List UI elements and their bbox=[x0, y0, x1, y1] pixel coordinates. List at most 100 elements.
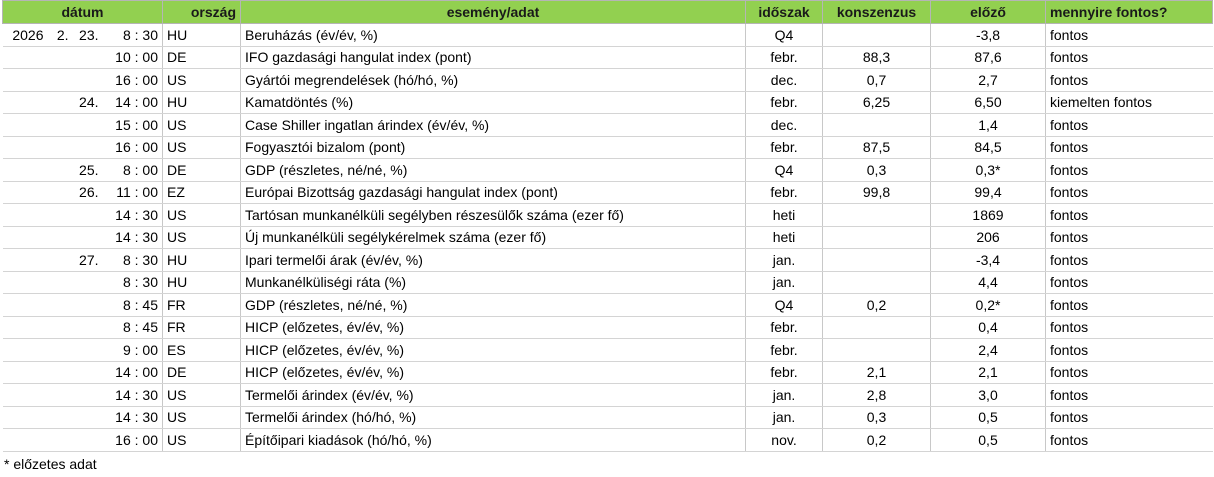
day-cell bbox=[72, 113, 103, 137]
event-cell: GDP (részletes, né/né, %) bbox=[240, 158, 746, 182]
day-cell bbox=[72, 383, 103, 407]
event-cell: Gyártói megrendelések (hó/hó, %) bbox=[240, 68, 746, 92]
consensus-cell bbox=[822, 338, 931, 362]
previous-cell: -3,8 bbox=[930, 23, 1046, 47]
year-cell bbox=[2, 338, 48, 362]
table-row: 14 : 30 US Termelői árindex (hó/hó, %) jan.… bbox=[2, 406, 1213, 429]
period-cell: febr. bbox=[745, 316, 823, 339]
consensus-cell bbox=[822, 113, 931, 137]
event-cell: Új munkanélküli segélykérelmek száma (ez… bbox=[240, 226, 746, 249]
importance-cell: fontos bbox=[1045, 203, 1213, 227]
table-row: 10 : 00 DE IFO gazdasági hangulat index (p… bbox=[2, 46, 1213, 69]
header-cell: előző bbox=[930, 0, 1046, 24]
consensus-cell bbox=[822, 226, 931, 249]
previous-cell: 1869 bbox=[930, 203, 1046, 227]
table-row: 16 : 00 US Fogyasztói bizalom (pont) febr. 8… bbox=[2, 136, 1213, 159]
month-cell bbox=[47, 203, 73, 227]
table-row: 24. 14 : 00 HU Kamatdöntés (%) febr. 6,25 6,50… bbox=[2, 91, 1213, 114]
event-cell: Beruházás (év/év, %) bbox=[240, 23, 746, 47]
year-cell bbox=[2, 271, 48, 294]
year-cell bbox=[2, 113, 48, 137]
period-cell: jan. bbox=[745, 271, 823, 294]
importance-cell: kiemelten fontos bbox=[1045, 91, 1213, 114]
previous-cell: 2,7 bbox=[930, 68, 1046, 92]
period-cell: febr. bbox=[745, 46, 823, 69]
previous-cell: 0,5 bbox=[930, 406, 1046, 429]
month-cell bbox=[47, 113, 73, 137]
previous-cell: 99,4 bbox=[930, 181, 1046, 204]
table-row: 15 : 00 US Case Shiller ingatlan árindex (… bbox=[2, 113, 1213, 137]
period-cell: febr. bbox=[745, 361, 823, 384]
time-cell: 8 : 45 bbox=[102, 293, 163, 317]
country-cell: DE bbox=[162, 46, 241, 69]
importance-cell: fontos bbox=[1045, 428, 1213, 452]
time-cell: 8 : 45 bbox=[102, 316, 163, 339]
day-cell: 25. bbox=[72, 158, 103, 182]
day-cell bbox=[72, 361, 103, 384]
month-cell bbox=[47, 338, 73, 362]
period-cell: jan. bbox=[745, 406, 823, 429]
consensus-cell: 2,1 bbox=[822, 361, 931, 384]
time-cell: 11 : 00 bbox=[102, 181, 163, 204]
month-cell bbox=[47, 68, 73, 92]
previous-cell: 6,50 bbox=[930, 91, 1046, 114]
month-cell bbox=[47, 383, 73, 407]
time-cell: 16 : 00 bbox=[102, 428, 163, 452]
event-cell: Munkanélküliségi ráta (%) bbox=[240, 271, 746, 294]
month-cell bbox=[47, 316, 73, 339]
year-cell bbox=[2, 68, 48, 92]
time-cell: 14 : 30 bbox=[102, 383, 163, 407]
day-cell: 27. bbox=[72, 248, 103, 272]
previous-cell: 0,3* bbox=[930, 158, 1046, 182]
previous-cell: 87,6 bbox=[930, 46, 1046, 69]
day-cell bbox=[72, 428, 103, 452]
importance-cell: fontos bbox=[1045, 293, 1213, 317]
country-cell: HU bbox=[162, 248, 241, 272]
event-cell: Tartósan munkanélküli segélyben részesül… bbox=[240, 203, 746, 227]
country-cell: DE bbox=[162, 158, 241, 182]
day-cell bbox=[72, 226, 103, 249]
event-cell: IFO gazdasági hangulat index (pont) bbox=[240, 46, 746, 69]
day-cell bbox=[72, 316, 103, 339]
year-cell bbox=[2, 383, 48, 407]
month-cell bbox=[47, 226, 73, 249]
country-cell: EZ bbox=[162, 181, 241, 204]
month-cell bbox=[47, 91, 73, 114]
importance-cell: fontos bbox=[1045, 338, 1213, 362]
country-cell: US bbox=[162, 428, 241, 452]
header-cell: esemény/adat bbox=[240, 0, 746, 24]
month-cell bbox=[47, 181, 73, 204]
year-cell bbox=[2, 361, 48, 384]
table-row: 9 : 00 ES HICP (előzetes, év/év, %) febr. 2,… bbox=[2, 338, 1213, 362]
period-cell: Q4 bbox=[745, 23, 823, 47]
day-cell bbox=[72, 68, 103, 92]
time-cell: 8 : 30 bbox=[102, 248, 163, 272]
importance-cell: fontos bbox=[1045, 23, 1213, 47]
consensus-cell bbox=[822, 248, 931, 272]
header-row: dátum ország esemény/adat időszak konsze… bbox=[2, 0, 1213, 24]
importance-cell: fontos bbox=[1045, 226, 1213, 249]
country-cell: HU bbox=[162, 271, 241, 294]
event-cell: GDP (részletes, né/né, %) bbox=[240, 293, 746, 317]
year-cell bbox=[2, 293, 48, 317]
consensus-cell bbox=[822, 316, 931, 339]
day-cell bbox=[72, 271, 103, 294]
month-cell bbox=[47, 361, 73, 384]
consensus-cell: 0,7 bbox=[822, 68, 931, 92]
consensus-cell: 0,3 bbox=[822, 158, 931, 182]
event-cell: Termelői árindex (hó/hó, %) bbox=[240, 406, 746, 429]
year-cell bbox=[2, 406, 48, 429]
event-cell: HICP (előzetes, év/év, %) bbox=[240, 338, 746, 362]
table-row: 8 : 45 FR HICP (előzetes, év/év, %) febr. 0,… bbox=[2, 316, 1213, 339]
time-cell: 8 : 30 bbox=[102, 271, 163, 294]
period-cell: febr. bbox=[745, 136, 823, 159]
header-cell: konszenzus bbox=[822, 0, 931, 24]
previous-cell: 84,5 bbox=[930, 136, 1046, 159]
previous-cell: 0,4 bbox=[930, 316, 1046, 339]
period-cell: Q4 bbox=[745, 158, 823, 182]
period-cell: febr. bbox=[745, 181, 823, 204]
month-cell bbox=[47, 136, 73, 159]
day-cell bbox=[72, 406, 103, 429]
previous-cell: 2,4 bbox=[930, 338, 1046, 362]
